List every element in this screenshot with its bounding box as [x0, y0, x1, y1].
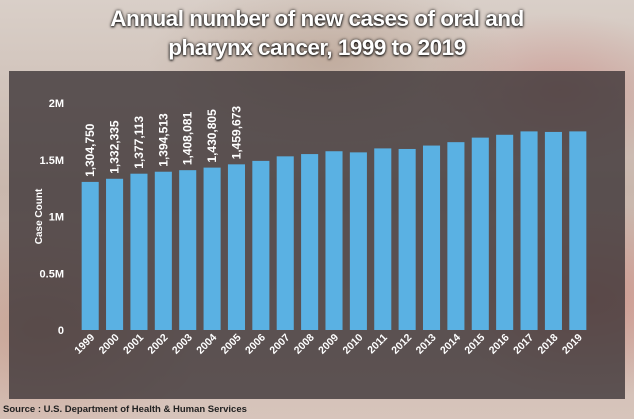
- x-tick-label: 2014: [438, 332, 463, 357]
- data-label: 1,459,673: [229, 106, 243, 160]
- x-tick-label: 2009: [316, 332, 341, 357]
- y-tick-label: 2M: [49, 98, 64, 110]
- chart-title-line-2: pharynx cancer, 1999 to 2019: [168, 35, 466, 60]
- data-label: 1,430,805: [205, 109, 219, 163]
- bar: [398, 148, 416, 330]
- bar: [276, 156, 294, 330]
- x-tick-label: 2017: [511, 332, 536, 357]
- x-tick-label: 2006: [243, 332, 268, 357]
- y-axis-title: Case Count: [34, 188, 45, 244]
- bar: [252, 160, 270, 330]
- x-tick-label: 2008: [292, 332, 317, 357]
- data-label: 1,332,335: [108, 120, 122, 174]
- y-tick-label: 1.5M: [40, 155, 64, 167]
- x-tick-label: 2002: [145, 332, 170, 357]
- x-tick-label: 2018: [536, 332, 561, 357]
- data-label: 1,377,113: [132, 116, 146, 169]
- chart-title-line-1: Annual number of new cases of oral and: [110, 6, 524, 31]
- data-label: 1,408,081: [181, 111, 195, 165]
- x-tick-label: 1999: [72, 332, 97, 357]
- x-tick-label: 2012: [389, 332, 414, 357]
- y-tick-label: 0.5M: [40, 268, 64, 280]
- x-tick-label: 2007: [267, 332, 292, 357]
- bar: [154, 171, 172, 330]
- bar: [81, 181, 99, 330]
- y-tick-label: 0: [58, 325, 64, 337]
- bar: [496, 134, 514, 330]
- x-tick-label: 2005: [219, 332, 244, 357]
- bar: [447, 142, 465, 330]
- data-label: 1,304,750: [83, 123, 97, 177]
- bar: [471, 137, 489, 330]
- bar: [179, 170, 197, 330]
- x-tick-label: 2004: [194, 332, 219, 357]
- x-tick-label: 2016: [487, 332, 512, 357]
- bar: [374, 148, 392, 330]
- x-tick-label: 2003: [170, 332, 195, 357]
- bar: [227, 164, 246, 330]
- data-label: 1,394,513: [156, 113, 170, 167]
- bar: [349, 152, 367, 330]
- bar: [520, 131, 538, 331]
- x-tick-label: 2001: [121, 332, 146, 357]
- bar: [422, 145, 441, 330]
- bar: [569, 131, 587, 331]
- x-tick-label: 2000: [97, 332, 122, 357]
- source-note: Source : U.S. Department of Health & Hum…: [3, 404, 247, 415]
- x-tick-label: 2019: [560, 332, 585, 357]
- y-tick-label: 1M: [49, 212, 64, 224]
- bar: [325, 151, 343, 330]
- bar: [544, 131, 562, 330]
- chart-title: Annual number of new cases of oral and p…: [0, 4, 634, 62]
- x-tick-label: 2013: [414, 332, 439, 357]
- x-tick-label: 2010: [340, 332, 365, 357]
- x-tick-label: 2011: [365, 332, 390, 357]
- bar: [301, 154, 319, 330]
- bar: [106, 178, 124, 330]
- x-tick-label: 2015: [462, 332, 487, 357]
- bar: [130, 173, 148, 330]
- bar: [203, 167, 221, 330]
